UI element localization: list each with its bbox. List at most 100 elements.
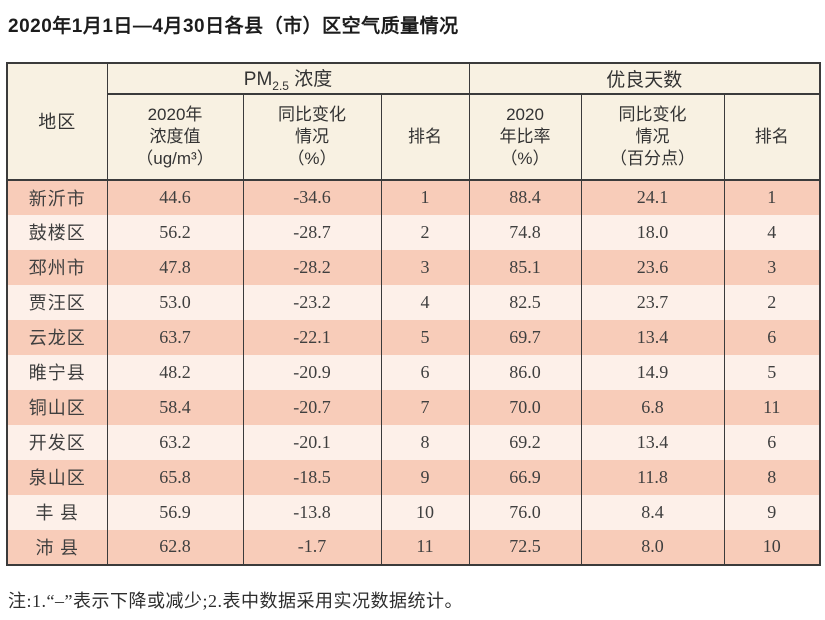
good-rank-cell: 10 xyxy=(723,529,821,565)
good-ratio-cell: 74.8 xyxy=(468,214,582,250)
table-row: 邳州市 47.8 -28.2 3 85.1 23.6 3 xyxy=(6,249,821,285)
table-row: 丰 县 56.9 -13.8 10 76.0 8.4 9 xyxy=(6,494,821,530)
good-ratio-cell: 66.9 xyxy=(468,459,582,495)
good-rank-cell: 2 xyxy=(723,284,821,320)
good-ratio-cell: 82.5 xyxy=(468,284,582,320)
good-rank-cell: 1 xyxy=(723,179,821,215)
table-row: 铜山区 58.4 -20.7 7 70.0 6.8 11 xyxy=(6,389,821,425)
region-cell: 沛 县 xyxy=(6,529,108,565)
good-change-cell: 8.0 xyxy=(580,529,725,565)
region-cell: 邳州市 xyxy=(6,249,108,285)
header-group-row: 地区 PM2.5 浓度 优良天数 xyxy=(6,63,821,181)
good-rank-cell: 9 xyxy=(723,494,821,530)
pm-value-cell: 56.9 xyxy=(106,494,244,530)
region-cell: 新沂市 xyxy=(6,179,108,215)
good-rank-cell: 11 xyxy=(723,389,821,425)
pm-value-cell: 53.0 xyxy=(106,284,244,320)
table-row: 睢宁县 48.2 -20.9 6 86.0 14.9 5 xyxy=(6,354,821,390)
table-body: 新沂市 44.6 -34.6 1 88.4 24.1 1 鼓楼区 56.2 -2… xyxy=(6,179,821,565)
good-change-cell: 23.7 xyxy=(580,284,725,320)
pm-value-cell: 48.2 xyxy=(106,354,244,390)
good-rank-cell: 8 xyxy=(723,459,821,495)
good-change-cell: 13.4 xyxy=(580,319,725,355)
pm25-prefix: PM xyxy=(243,69,273,90)
pm-value-cell: 58.4 xyxy=(106,389,244,425)
pm-change-cell: -20.9 xyxy=(242,354,382,390)
pm-rank-cell: 8 xyxy=(380,424,470,460)
header-pm-change: 同比变化 情况 （%） xyxy=(242,93,382,181)
pm-rank-cell: 5 xyxy=(380,319,470,355)
pm-rank-cell: 2 xyxy=(380,214,470,250)
header-good-ratio: 2020 年比率 （%） xyxy=(468,93,582,181)
pm-rank-cell: 10 xyxy=(380,494,470,530)
region-cell: 云龙区 xyxy=(6,319,108,355)
good-change-cell: 11.8 xyxy=(580,459,725,495)
pm-change-cell: -28.7 xyxy=(242,214,382,250)
pm-change-cell: -1.7 xyxy=(242,529,382,565)
good-ratio-cell: 88.4 xyxy=(468,179,582,215)
region-cell: 贾汪区 xyxy=(6,284,108,320)
pm-value-cell: 47.8 xyxy=(106,249,244,285)
table-row: 云龙区 63.7 -22.1 5 69.7 13.4 6 xyxy=(6,319,821,355)
pm25-suffix: 浓度 xyxy=(288,69,333,90)
pm-rank-cell: 9 xyxy=(380,459,470,495)
region-cell: 泉山区 xyxy=(6,459,108,495)
good-change-cell: 6.8 xyxy=(580,389,725,425)
good-ratio-cell: 69.2 xyxy=(468,424,582,460)
good-ratio-cell: 72.5 xyxy=(468,529,582,565)
pm25-subscript: 2.5 xyxy=(272,78,289,93)
good-change-cell: 13.4 xyxy=(580,424,725,460)
region-cell: 睢宁县 xyxy=(6,354,108,390)
table-header: 地区 PM2.5 浓度 优良天数 2020年 浓度值 （ug/m³） 同比变化 … xyxy=(6,63,821,181)
good-change-cell: 8.4 xyxy=(580,494,725,530)
pm-rank-cell: 1 xyxy=(380,179,470,215)
pm-value-cell: 44.6 xyxy=(106,179,244,215)
region-cell: 鼓楼区 xyxy=(6,214,108,250)
header-pm25-group: PM2.5 浓度 xyxy=(106,63,470,95)
good-rank-cell: 6 xyxy=(723,319,821,355)
region-cell: 丰 县 xyxy=(6,494,108,530)
footnote: 注:1.“–”表示下降或减少;2.表中数据采用实况数据统计。 xyxy=(8,591,463,611)
page-title: 2020年1月1日—4月30日各县（市）区空气质量情况 xyxy=(8,16,459,37)
pm-rank-cell: 6 xyxy=(380,354,470,390)
pm-value-cell: 63.7 xyxy=(106,319,244,355)
good-ratio-cell: 76.0 xyxy=(468,494,582,530)
region-cell: 开发区 xyxy=(6,424,108,460)
pm-value-cell: 63.2 xyxy=(106,424,244,460)
good-change-cell: 23.6 xyxy=(580,249,725,285)
region-cell: 铜山区 xyxy=(6,389,108,425)
header-good-change: 同比变化 情况 （百分点） xyxy=(580,93,725,181)
good-ratio-cell: 70.0 xyxy=(468,389,582,425)
header-good-days-group: 优良天数 xyxy=(468,63,821,95)
pm-change-cell: -13.8 xyxy=(242,494,382,530)
pm-change-cell: -18.5 xyxy=(242,459,382,495)
header-pm-rank: 排名 xyxy=(380,93,470,181)
table-row: 贾汪区 53.0 -23.2 4 82.5 23.7 2 xyxy=(6,284,821,320)
pm-value-cell: 65.8 xyxy=(106,459,244,495)
good-change-cell: 18.0 xyxy=(580,214,725,250)
header-good-rank: 排名 xyxy=(723,93,821,181)
pm-value-cell: 56.2 xyxy=(106,214,244,250)
pm-change-cell: -22.1 xyxy=(242,319,382,355)
good-rank-cell: 6 xyxy=(723,424,821,460)
pm-change-cell: -28.2 xyxy=(242,249,382,285)
good-rank-cell: 5 xyxy=(723,354,821,390)
table-row: 泉山区 65.8 -18.5 9 66.9 11.8 8 xyxy=(6,459,821,495)
pm-rank-cell: 11 xyxy=(380,529,470,565)
header-sub-row: 2020年 浓度值 （ug/m³） 同比变化 情况 （%） 排名 2020 年比… xyxy=(7,93,821,181)
good-ratio-cell: 86.0 xyxy=(468,354,582,390)
pm-change-cell: -20.1 xyxy=(242,424,382,460)
air-quality-table: 地区 PM2.5 浓度 优良天数 2020年 浓度值 （ug/m³） 同比变化 … xyxy=(6,62,821,566)
table-row: 新沂市 44.6 -34.6 1 88.4 24.1 1 xyxy=(6,179,821,215)
pm-change-cell: -20.7 xyxy=(242,389,382,425)
header-pm-value: 2020年 浓度值 （ug/m³） xyxy=(106,93,244,181)
good-change-cell: 14.9 xyxy=(580,354,725,390)
table-row: 开发区 63.2 -20.1 8 69.2 13.4 6 xyxy=(6,424,821,460)
header-region: 地区 xyxy=(6,63,108,181)
pm-rank-cell: 4 xyxy=(380,284,470,320)
table-row: 鼓楼区 56.2 -28.7 2 74.8 18.0 4 xyxy=(6,214,821,250)
good-ratio-cell: 85.1 xyxy=(468,249,582,285)
good-rank-cell: 3 xyxy=(723,249,821,285)
pm-rank-cell: 3 xyxy=(380,249,470,285)
pm-change-cell: -34.6 xyxy=(242,179,382,215)
